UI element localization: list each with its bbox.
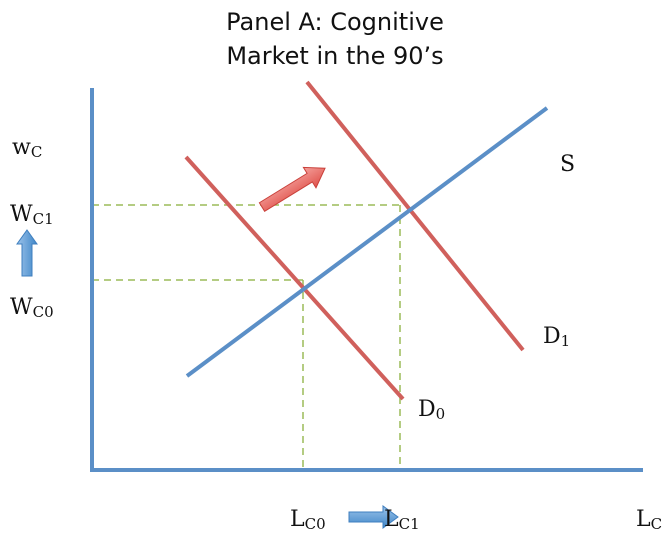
- supply-label: S: [560, 152, 576, 177]
- y-axis-label: wC: [12, 135, 43, 161]
- demand-curve-d1: [305, 80, 525, 352]
- label-l-c1: LC1: [384, 507, 420, 533]
- demand-d0-label: D0: [418, 397, 446, 423]
- demand-d1-label: D1: [543, 324, 571, 350]
- demand-curve-d0: [184, 155, 405, 401]
- label-l-c0: LC0: [290, 507, 326, 533]
- label-w-c1: WC1: [10, 202, 54, 228]
- x-axis-label: LC: [636, 507, 663, 533]
- title-line-2: Market in the 90’s: [226, 42, 444, 70]
- wage-up-arrow: [16, 229, 38, 277]
- supply-curve: [185, 106, 549, 378]
- labor-right-arrow: [348, 505, 399, 529]
- demand-shift-arrow: [258, 166, 326, 212]
- title-line-1: Panel A: Cognitive: [226, 8, 444, 36]
- label-w-c0: WC0: [10, 295, 54, 321]
